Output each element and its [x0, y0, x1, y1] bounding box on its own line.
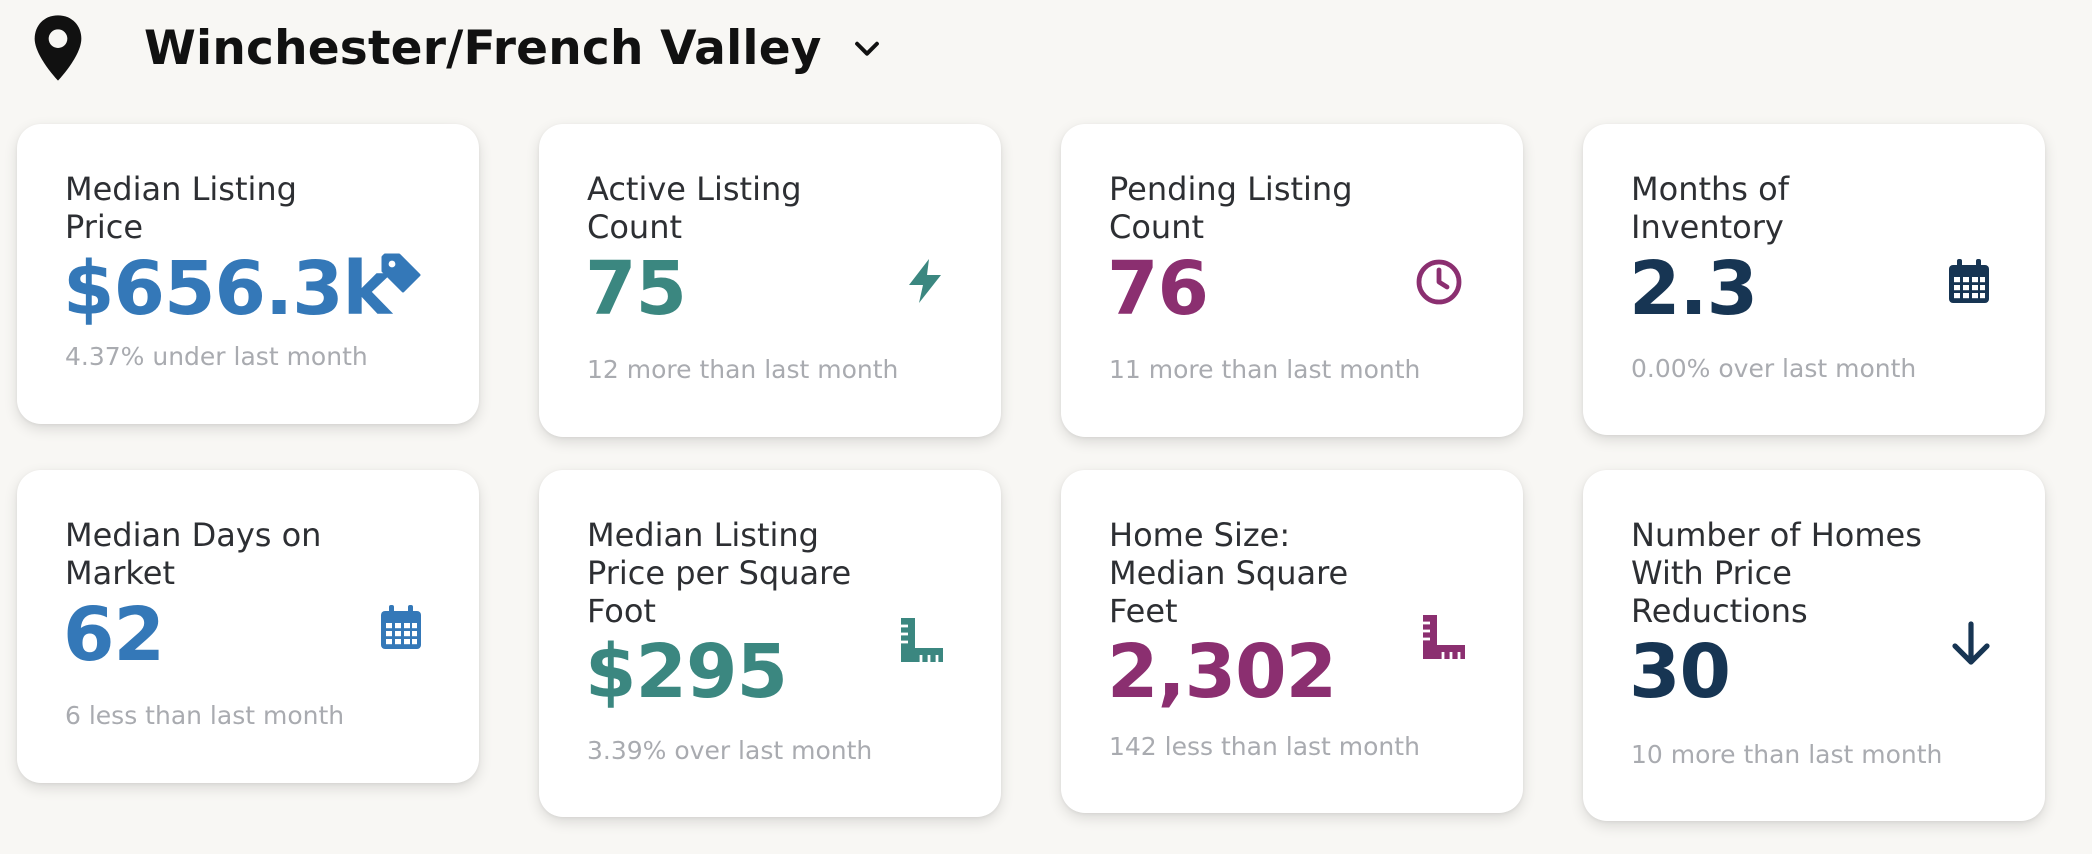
- location-pin-icon: [34, 15, 82, 81]
- ruler-icon: [1423, 615, 1465, 659]
- card-subtext: 10 more than last month: [1631, 740, 1943, 769]
- card-value: 2.3: [1629, 246, 1758, 332]
- stat-card-median-listing-price: Median Listing Price $656.3k 4.37% under…: [17, 124, 479, 424]
- card-subtext: 0.00% over last month: [1631, 354, 1917, 383]
- card-value: 30: [1629, 629, 1731, 715]
- stat-card-median-days-on-market: Median Days on Market 62 6 less than las…: [17, 470, 479, 783]
- card-label: Median Listing Price: [65, 170, 297, 246]
- card-label: Median Days on Market: [65, 516, 322, 592]
- card-value: 76: [1107, 246, 1209, 332]
- card-value: 75: [585, 246, 687, 332]
- card-subtext: 142 less than last month: [1109, 732, 1420, 761]
- stat-card-pending-listing-count: Pending Listing Count 76 11 more than la…: [1061, 124, 1523, 437]
- stat-card-price-reductions: Number of Homes With Price Reductions 30…: [1583, 470, 2045, 821]
- arrow-down-icon: [1952, 621, 1990, 665]
- stat-card-months-of-inventory: Months of Inventory 2.3 0.00% over last …: [1583, 124, 2045, 435]
- price-tag-icon: [381, 253, 421, 293]
- stat-card-price-per-square-foot: Median Listing Price per Square Foot $29…: [539, 470, 1001, 817]
- card-value: 62: [63, 592, 165, 678]
- card-value: $295: [585, 629, 788, 715]
- card-value: 2,302: [1107, 629, 1337, 715]
- calendar-icon: [381, 605, 421, 649]
- stat-card-active-listing-count: Active Listing Count 75 12 more than las…: [539, 124, 1001, 437]
- lightning-bolt-icon: [909, 259, 941, 303]
- card-label: Months of Inventory: [1631, 170, 1789, 246]
- ruler-icon: [901, 618, 943, 662]
- card-subtext: 3.39% over last month: [587, 736, 873, 765]
- card-subtext: 4.37% under last month: [65, 342, 368, 371]
- card-subtext: 6 less than last month: [65, 701, 345, 730]
- card-label: Active Listing Count: [587, 170, 802, 246]
- card-label: Home Size: Median Square Feet: [1109, 516, 1349, 630]
- stat-card-home-size: Home Size: Median Square Feet 2,302 142 …: [1061, 470, 1523, 813]
- location-title[interactable]: Winchester/French Valley: [144, 20, 822, 76]
- calendar-icon: [1949, 259, 1989, 303]
- card-subtext: 12 more than last month: [587, 355, 899, 384]
- card-label: Pending Listing Count: [1109, 170, 1353, 246]
- clock-icon: [1416, 259, 1462, 305]
- card-label: Number of Homes With Price Reductions: [1631, 516, 1922, 630]
- chevron-down-icon[interactable]: [850, 31, 884, 65]
- card-value: $656.3k: [63, 246, 392, 332]
- card-label: Median Listing Price per Square Foot: [587, 516, 852, 630]
- location-header[interactable]: Winchester/French Valley: [30, 8, 884, 88]
- card-subtext: 11 more than last month: [1109, 355, 1421, 384]
